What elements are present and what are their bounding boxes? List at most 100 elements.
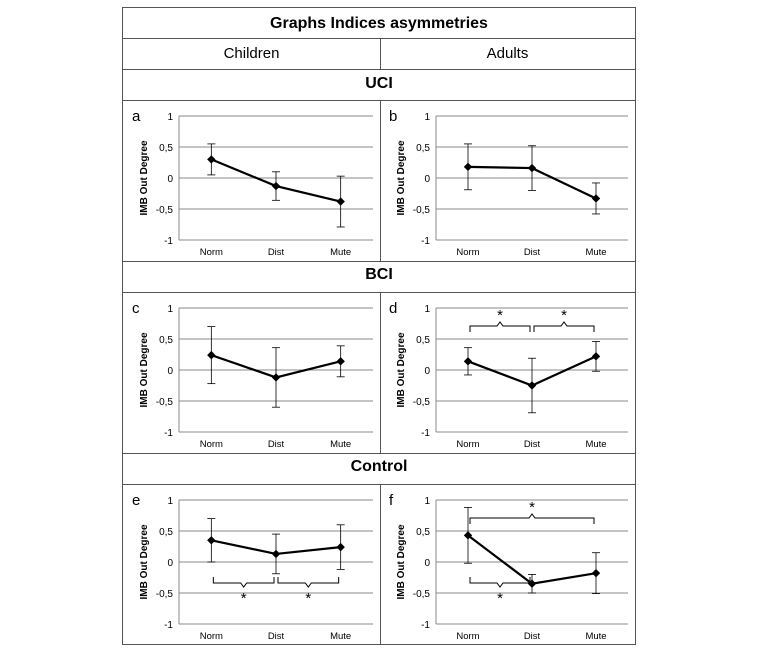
significance-star: * (497, 590, 503, 607)
y-tick-label: -1 (164, 428, 173, 439)
panel-letter: d (389, 300, 397, 317)
data-point (591, 194, 601, 203)
y-axis-label: IMB Out Degree (139, 332, 150, 407)
y-tick-label: -0,5 (413, 397, 431, 408)
data-point (336, 542, 345, 552)
column-header-children: Children (223, 45, 280, 62)
chart-panel-d: d IMB Out Degree 1 0,5 0 -0,5 -1 Norm Dist Mute * * (389, 300, 628, 450)
significance-star: * (241, 590, 247, 607)
significance-bracket: * (469, 307, 531, 332)
bracket-line (277, 577, 340, 588)
data-point (336, 197, 345, 206)
data-point (207, 350, 216, 360)
x-tick-label: Mute (330, 439, 351, 450)
section-header-bci: BCI (365, 266, 393, 283)
y-tick-label: -0,5 (156, 397, 174, 408)
y-tick-label: 0,5 (416, 335, 430, 346)
y-axis-label: IMB Out Degree (396, 140, 407, 215)
data-point (591, 352, 601, 361)
data-point (463, 357, 473, 366)
y-tick-label: 1 (167, 304, 173, 315)
significance-star: * (561, 307, 567, 324)
y-tick-label: 0 (167, 558, 173, 569)
x-tick-label: Norm (456, 439, 479, 450)
y-tick-label: -0,5 (413, 589, 431, 600)
x-tick-label: Dist (524, 439, 541, 450)
x-tick-label: Mute (585, 247, 606, 258)
y-tick-label: 0 (424, 366, 430, 377)
data-point (207, 536, 216, 545)
x-tick-label: Dist (268, 247, 285, 258)
column-header-adults: Adults (486, 45, 529, 62)
chart-panel-a: a IMB Out Degree 1 0,5 0 -0,5 -1 Norm Dist Mute (132, 108, 373, 258)
y-tick-label: 0 (167, 366, 173, 377)
figure-title: Graphs Indices asymmetries (270, 15, 488, 32)
significance-star: * (497, 307, 503, 324)
y-tick-label: 0,5 (159, 527, 173, 538)
y-tick-label: -1 (421, 236, 430, 247)
chart-panel-f: f IMB Out Degree 1 0,5 0 -0,5 -1 Norm Dist Mute * * (389, 492, 628, 642)
bracket-line (533, 321, 595, 332)
chart-panel-c: c IMB Out Degree 1 0,5 0 -0,5 -1 Norm Dist Mute (132, 300, 373, 450)
x-tick-label: Norm (456, 247, 479, 258)
bracket-line (469, 577, 531, 588)
data-point (463, 162, 473, 172)
y-tick-label: 0,5 (159, 143, 173, 154)
data-point (271, 181, 281, 191)
y-axis-label: IMB Out Degree (139, 524, 150, 599)
y-axis-label: IMB Out Degree (139, 140, 150, 215)
data-point (591, 568, 601, 578)
divider (123, 484, 635, 485)
y-tick-label: 1 (167, 496, 173, 507)
panel-letter: e (132, 492, 140, 509)
x-tick-label: Dist (524, 247, 541, 258)
significance-bracket: * (469, 499, 595, 524)
divider (380, 484, 381, 644)
significance-bracket: * (469, 577, 531, 607)
data-point (527, 163, 537, 173)
divider (123, 100, 635, 101)
section-header-uci: UCI (365, 75, 393, 92)
y-tick-label: 1 (167, 112, 173, 123)
y-tick-label: 0 (424, 174, 430, 185)
data-point (271, 373, 281, 382)
divider (380, 292, 381, 453)
y-tick-label: 0,5 (416, 527, 430, 538)
bracket-line (212, 577, 275, 588)
y-tick-label: 0,5 (416, 143, 430, 154)
x-tick-label: Norm (200, 439, 223, 450)
significance-star: * (529, 499, 535, 516)
divider (123, 292, 635, 293)
y-tick-label: -1 (164, 620, 173, 631)
data-point (207, 155, 216, 164)
bracket-line (469, 513, 595, 524)
x-tick-label: Mute (585, 631, 606, 642)
y-tick-label: 0,5 (159, 335, 173, 346)
divider (123, 453, 635, 454)
x-tick-label: Norm (200, 631, 223, 642)
panel-letter: c (132, 300, 140, 317)
y-tick-label: -0,5 (413, 205, 431, 216)
y-tick-label: -0,5 (156, 589, 174, 600)
y-tick-label: 1 (424, 112, 430, 123)
y-tick-label: -1 (421, 428, 430, 439)
x-tick-label: Dist (524, 631, 541, 642)
significance-star: * (305, 590, 311, 607)
divider (380, 100, 381, 261)
chart-panel-b: b IMB Out Degree 1 0,5 0 -0,5 -1 Norm Dist Mute (389, 108, 628, 258)
y-tick-label: 0 (167, 174, 173, 185)
panel-letter: f (389, 492, 394, 509)
section-header-control: Control (350, 458, 408, 475)
y-tick-label: 1 (424, 496, 430, 507)
x-tick-label: Dist (268, 631, 285, 642)
bracket-line (469, 321, 531, 332)
x-tick-label: Mute (330, 631, 351, 642)
panel-letter: a (132, 108, 141, 125)
x-tick-label: Dist (268, 439, 285, 450)
divider (380, 38, 381, 69)
data-point (527, 381, 537, 390)
y-tick-label: -1 (421, 620, 430, 631)
divider (123, 38, 635, 39)
y-tick-label: 0 (424, 558, 430, 569)
y-tick-label: -1 (164, 236, 173, 247)
